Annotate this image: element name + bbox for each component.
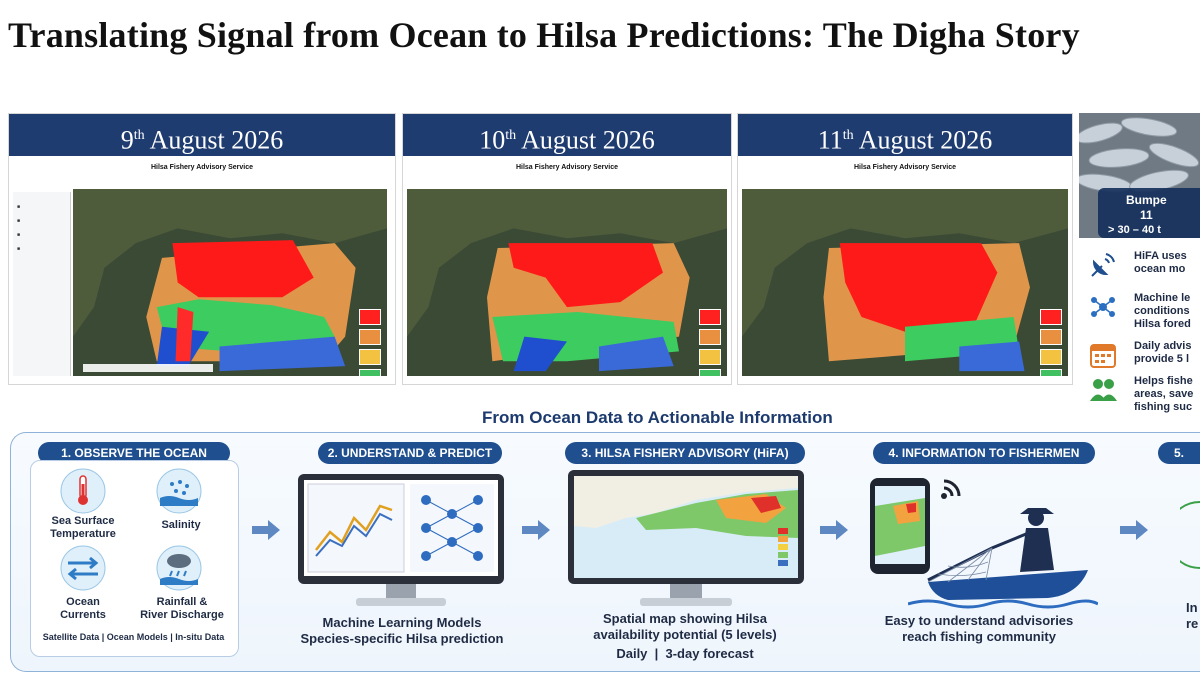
thermometer-icon	[60, 468, 106, 514]
arrow-right-icon	[252, 520, 280, 540]
advisory-map-3[interactable]	[742, 189, 1068, 376]
step-1-label: 1. OBSERVE THE OCEAN	[38, 442, 230, 464]
advisory-map-1[interactable]	[73, 189, 387, 376]
network-icon	[1091, 297, 1115, 317]
page-title: Translating Signal from Ocean to Hilsa P…	[8, 15, 1080, 55]
people-icon	[1090, 379, 1117, 401]
satellite-dish-icon	[1091, 253, 1115, 277]
step5-circle	[1180, 501, 1200, 569]
phone-advisory-icon	[870, 478, 930, 574]
hifa-caption: Spatial map showing Hilsa availability p…	[593, 611, 777, 642]
sst-label: Sea Surface Temperature	[50, 515, 116, 540]
wifi-signal-icon	[941, 479, 961, 499]
calendar-icon	[1090, 344, 1116, 368]
feature-item: Helps fishe areas, save fishing suc	[1088, 375, 1200, 419]
map-panel-1: 9th August 2026 Hilsa Fishery Advisory S…	[8, 113, 396, 385]
salinity-icon	[156, 468, 202, 514]
map-legend	[359, 309, 381, 376]
ml-monitor-icon	[298, 474, 504, 606]
rainfall-label: Rainfall & River Discharge	[140, 596, 224, 621]
fishermen-caption: Easy to understand advisories reach fish…	[884, 613, 1074, 644]
panel-date-3: 11th August 2026	[738, 114, 1072, 156]
map-legend	[699, 309, 721, 376]
currents-label: Ocean Currents	[60, 596, 106, 621]
step-5-label: 5.	[1158, 442, 1200, 464]
panel-date-2: 10th August 2026	[403, 114, 731, 156]
currents-icon	[60, 545, 106, 591]
hifa-map-monitor-icon	[568, 470, 804, 606]
rainfall-icon	[156, 545, 202, 591]
feature-item: Daily advis provide 5 l	[1088, 340, 1200, 372]
arrow-right-icon	[522, 520, 550, 540]
feature-item: Machine le conditions Hilsa fored	[1088, 292, 1200, 336]
infographic-title: From Ocean Data to Actionable Informatio…	[482, 408, 833, 427]
salinity-label: Salinity	[161, 519, 201, 531]
bumper-catch-badge: Bumpe 11 > 30 – 40 t	[1098, 188, 1200, 238]
panel-date-1: 9th August 2026	[9, 114, 395, 156]
map-legend	[1040, 309, 1062, 376]
data-sources: Satellite Data | Ocean Models | In-situ …	[42, 632, 225, 642]
arrow-right-icon	[820, 520, 848, 540]
arrow-right-icon	[1120, 520, 1148, 540]
predict-caption: Machine Learning Models Species-specific…	[300, 615, 504, 646]
step-3-label: 3. HILSA FISHERY ADVISORY (HiFA)	[565, 442, 805, 464]
feature-item: HiFA uses ocean mo	[1088, 250, 1200, 284]
map-sidebar: ■ ■ ■ ■	[13, 192, 71, 376]
step-4-label: 4. INFORMATION TO FISHERMEN	[873, 442, 1095, 464]
step5-caption: In re	[1186, 600, 1199, 631]
fisherman-boat-icon	[908, 508, 1098, 609]
mini-header: Hilsa Fishery Advisory Service	[150, 164, 254, 171]
advisory-map-2[interactable]	[407, 189, 727, 376]
map-panel-3: 11th August 2026 Hilsa Fishery Advisory …	[737, 113, 1073, 385]
step-2-label: 2. UNDERSTAND & PREDICT	[318, 442, 502, 464]
hifa-frequency: Daily | 3-day forecast	[616, 646, 754, 661]
map-panel-2: 10th August 2026 Hilsa Fishery Advisory …	[402, 113, 732, 385]
